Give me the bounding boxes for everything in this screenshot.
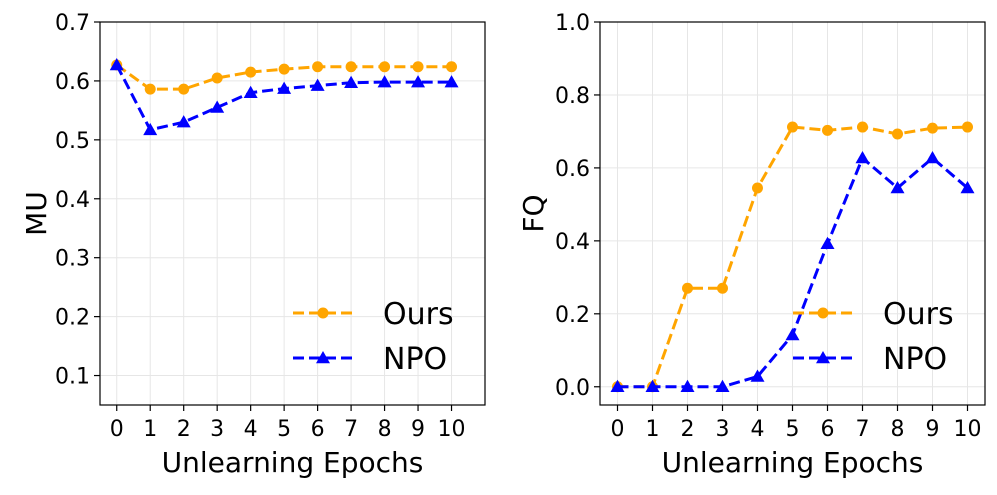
x-tick-label: 7 <box>856 417 870 442</box>
x-tick-label: 10 <box>438 417 466 442</box>
data-point-npo <box>960 180 975 194</box>
y-tick-label: 0.2 <box>55 306 90 331</box>
legend-label-ours: Ours <box>383 297 454 332</box>
x-tick-label: 6 <box>311 417 325 442</box>
x-tick-label: 1 <box>646 417 660 442</box>
x-tick-label: 0 <box>611 417 625 442</box>
legend-label-npo: NPO <box>883 342 947 377</box>
x-tick-label: 5 <box>277 417 291 442</box>
data-point-ours <box>717 282 728 294</box>
data-point-npo <box>610 379 625 393</box>
legend-label-ours: Ours <box>883 297 954 332</box>
y-tick-label: 0.0 <box>555 376 590 401</box>
y-tick-label: 0.8 <box>555 84 590 109</box>
data-point-npo <box>925 151 940 164</box>
data-point-npo <box>277 81 292 94</box>
legend-label-npo: NPO <box>383 342 447 377</box>
x-axis-label: Unlearning Epochs <box>162 446 424 479</box>
data-point-ours <box>278 63 290 75</box>
x-tick-label: 8 <box>891 417 905 442</box>
x-tick-label: 0 <box>110 417 124 442</box>
data-point-ours <box>892 128 903 140</box>
data-point-npo <box>680 379 695 393</box>
x-tick-label: 3 <box>210 417 224 442</box>
legend-marker-npo <box>816 351 830 364</box>
data-point-npo <box>645 379 660 393</box>
x-tick-label: 1 <box>143 417 157 442</box>
data-point-npo <box>785 327 800 341</box>
data-point-ours <box>245 66 257 78</box>
data-point-npo <box>820 236 835 250</box>
y-tick-label: 0.7 <box>55 11 90 36</box>
x-tick-label: 4 <box>244 417 258 442</box>
x-tick-label: 7 <box>344 417 358 442</box>
data-point-ours <box>379 61 391 73</box>
y-tick-label: 0.4 <box>55 188 90 213</box>
chart-panel-fq <box>594 21 986 411</box>
data-point-ours <box>857 121 868 133</box>
data-point-ours <box>822 124 833 136</box>
data-point-npo <box>109 58 124 71</box>
y-tick-label: 0.3 <box>55 247 90 272</box>
x-tick-label: 6 <box>821 417 835 442</box>
data-point-ours <box>446 61 458 73</box>
legend-marker-npo <box>316 351 330 364</box>
legend-marker-ours <box>317 307 329 319</box>
y-tick-label: 0.5 <box>55 129 90 154</box>
y-tick-label: 0.6 <box>55 70 90 95</box>
x-tick-label: 8 <box>378 417 392 442</box>
chart-panel-mu <box>94 21 486 411</box>
data-point-ours <box>752 182 763 194</box>
data-point-npo <box>890 180 905 194</box>
data-point-npo <box>310 78 325 91</box>
plot-frame <box>99 21 486 406</box>
y-tick-label: 0.1 <box>55 365 90 390</box>
y-axis-label: FQ <box>517 194 550 232</box>
data-point-ours <box>312 61 324 73</box>
data-point-npo <box>750 369 765 382</box>
data-point-npo <box>176 115 191 128</box>
x-tick-label: 5 <box>786 417 800 442</box>
x-axis-label: Unlearning Epochs <box>662 446 924 479</box>
data-point-ours <box>787 121 798 133</box>
data-point-ours <box>962 121 973 133</box>
data-point-npo <box>243 85 258 98</box>
data-point-ours <box>412 61 424 73</box>
x-tick-label: 2 <box>681 417 695 442</box>
y-tick-label: 0.4 <box>555 230 590 255</box>
x-tick-label: 9 <box>411 417 425 442</box>
y-tick-label: 1.0 <box>555 11 590 36</box>
data-point-npo <box>715 379 730 393</box>
x-tick-label: 9 <box>926 417 940 442</box>
data-point-npo <box>210 100 225 113</box>
data-point-ours <box>144 83 156 95</box>
data-point-npo <box>344 75 359 88</box>
x-tick-label: 3 <box>716 417 730 442</box>
legend-marker-ours <box>817 307 829 319</box>
x-tick-label: 4 <box>751 417 765 442</box>
data-point-ours <box>178 83 190 95</box>
data-point-ours <box>345 61 357 73</box>
data-point-npo <box>855 151 870 164</box>
x-tick-label: 10 <box>954 417 982 442</box>
data-point-ours <box>682 282 693 294</box>
data-point-npo <box>377 75 392 88</box>
data-point-npo <box>411 75 426 88</box>
y-axis-label: MU <box>20 191 53 236</box>
data-point-ours <box>211 72 223 84</box>
y-tick-label: 0.6 <box>555 157 590 182</box>
data-point-npo <box>444 75 459 88</box>
y-tick-label: 0.2 <box>555 303 590 328</box>
x-tick-label: 2 <box>177 417 191 442</box>
data-point-ours <box>927 122 938 134</box>
data-point-npo <box>143 122 158 136</box>
series-line-ours <box>617 125 968 389</box>
